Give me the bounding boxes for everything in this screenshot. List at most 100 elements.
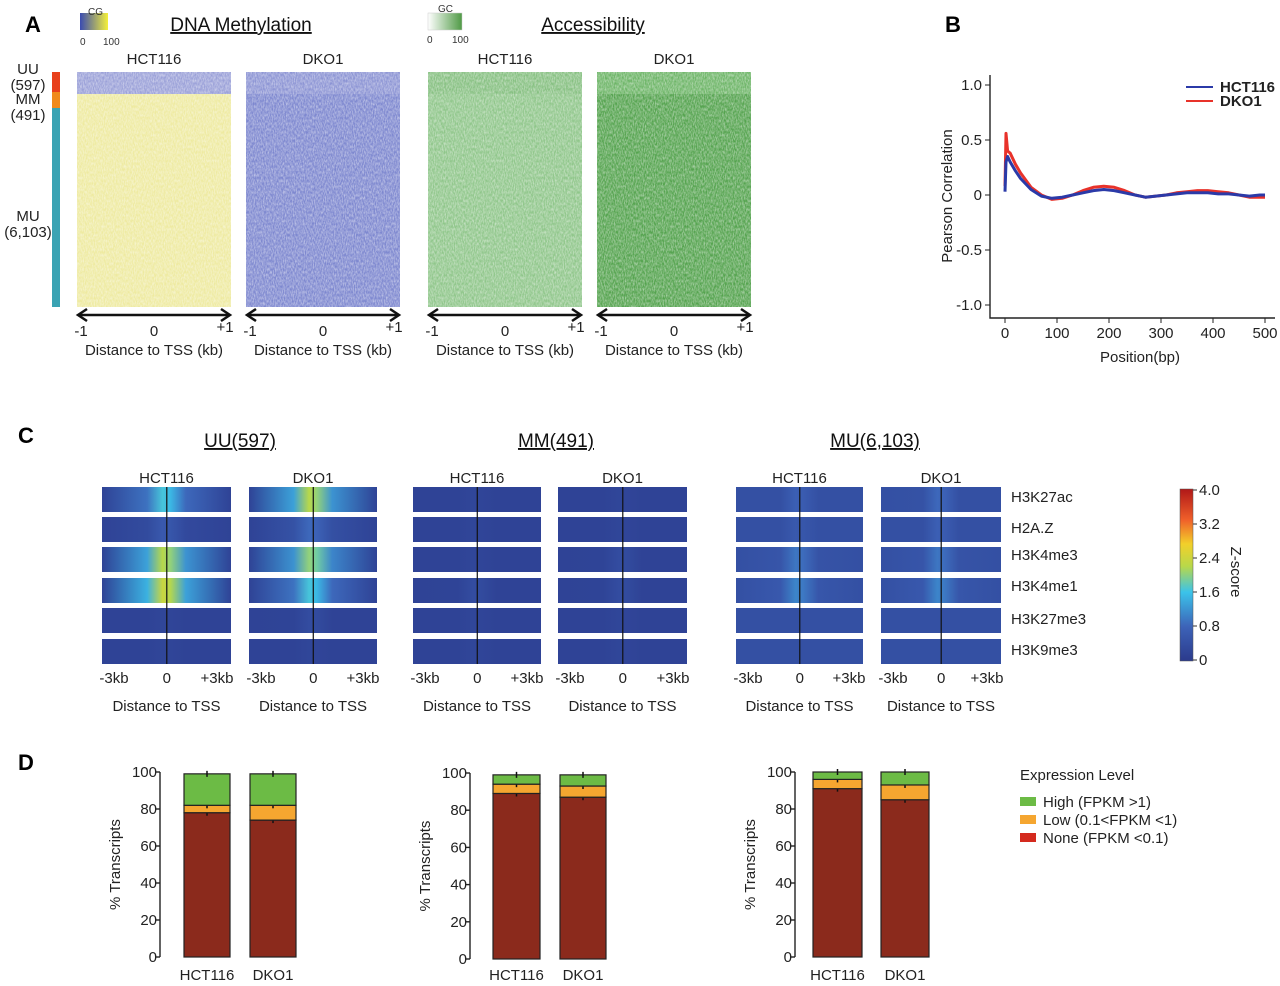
y-tick-label: 40 bbox=[775, 875, 792, 892]
group-uu-name: UU bbox=[17, 61, 39, 78]
tick-label: -3kb bbox=[733, 670, 762, 687]
x-axis-label: Distance to TSS (kb) bbox=[436, 342, 574, 359]
heatmap-texture bbox=[428, 72, 582, 307]
sample-title: DKO1 bbox=[602, 470, 643, 487]
category-label: HCT116 bbox=[489, 967, 544, 984]
histone-mark-label: H3K4me3 bbox=[1011, 547, 1078, 564]
y-tick-label: 100 bbox=[767, 764, 792, 781]
bar-segment-none bbox=[812, 788, 863, 958]
gc-legend-min: 0 bbox=[427, 35, 433, 46]
tick-label: +3kb bbox=[971, 670, 1004, 687]
legend-label: DKO1 bbox=[1220, 93, 1262, 110]
tick-label: +1 bbox=[736, 319, 753, 336]
group-mu-count: (6,103) bbox=[4, 224, 52, 241]
x-tick-label: 300 bbox=[1148, 325, 1173, 342]
heatmap-title: HCT116 bbox=[127, 51, 182, 68]
arrow-head-right bbox=[389, 307, 402, 323]
histone-mark-label: H3K27me3 bbox=[1011, 611, 1086, 628]
y-tick-label: 40 bbox=[140, 875, 157, 892]
y-tick-label: 0 bbox=[784, 949, 792, 966]
colorbar-tick-label: 0.8 bbox=[1199, 618, 1220, 635]
arrow-head-left bbox=[426, 307, 439, 323]
expression-legend: Expression Level High (FPKM >1)Low (0.1<F… bbox=[1020, 767, 1177, 847]
sample-title: HCT116 bbox=[450, 470, 505, 487]
histone-mark-label: H3K4me1 bbox=[1011, 578, 1078, 595]
legend-label: None (FPKM <0.1) bbox=[1043, 830, 1168, 847]
x-tick-label: 0 bbox=[1001, 325, 1009, 342]
tick-label: -1 bbox=[594, 323, 607, 340]
x-tick-label: 500 bbox=[1252, 325, 1277, 342]
gc-legend-label: GC bbox=[438, 4, 453, 15]
sample-title: DKO1 bbox=[921, 470, 962, 487]
group-mm-count: (491) bbox=[10, 107, 45, 124]
tick-label: -3kb bbox=[246, 670, 275, 687]
histone-mark-label: H3K9me3 bbox=[1011, 642, 1078, 659]
arrow-head-right bbox=[740, 307, 753, 323]
tick-label: +3kb bbox=[833, 670, 866, 687]
x-axis-label: Distance to TSS (kb) bbox=[85, 342, 223, 359]
legend-label: HCT116 bbox=[1220, 79, 1275, 96]
colorbar-gradient bbox=[1179, 488, 1194, 662]
tick-label: 0 bbox=[150, 323, 158, 340]
x-axis-label: Distance to TSS bbox=[887, 698, 995, 715]
y-tick-label: 20 bbox=[775, 912, 792, 929]
arrow-head-left bbox=[595, 307, 608, 323]
x-axis-label: Distance to TSS bbox=[423, 698, 531, 715]
heatmap-texture bbox=[246, 72, 400, 307]
x-axis-label: Position(bp) bbox=[1100, 349, 1180, 366]
y-tick-label: 60 bbox=[450, 839, 467, 856]
y-tick-label: 80 bbox=[140, 801, 157, 818]
colorbar-label: Z-score bbox=[1227, 547, 1244, 598]
colorbar-tick-label: 1.6 bbox=[1199, 584, 1220, 601]
y-axis-label: % Transcripts bbox=[417, 821, 434, 912]
legend-label: Low (0.1<FPKM <1) bbox=[1043, 812, 1177, 829]
tick-label: 0 bbox=[163, 670, 171, 687]
bar-segment-none bbox=[183, 812, 231, 958]
x-axis-label: Distance to TSS bbox=[112, 698, 220, 715]
x-tick-label: 400 bbox=[1200, 325, 1225, 342]
histone-heatmaps: UU(597) MM(491) MU(6,103) HCT116 -3kb 0 +3kb Di… bbox=[99, 431, 1086, 715]
arrow-head-right bbox=[571, 307, 584, 323]
x-axis-label: Distance to TSS bbox=[745, 698, 853, 715]
heatmap-title: HCT116 bbox=[478, 51, 533, 68]
bar-segment-none bbox=[492, 792, 541, 960]
colorbar-tick-label: 4.0 bbox=[1199, 482, 1220, 499]
panel-d-label: D bbox=[18, 750, 34, 775]
tick-label: -1 bbox=[425, 323, 438, 340]
group-bar-mu bbox=[52, 108, 60, 307]
gc-legend-max: 100 bbox=[452, 35, 469, 46]
cg-legend-gradient bbox=[80, 13, 108, 30]
legend-swatch bbox=[1020, 797, 1036, 806]
y-tick-label: 80 bbox=[775, 801, 792, 818]
legend-title: Expression Level bbox=[1020, 767, 1134, 784]
tick-label: -3kb bbox=[99, 670, 128, 687]
sample-title: HCT116 bbox=[139, 470, 194, 487]
bar-segment-high bbox=[183, 773, 231, 806]
y-tick-label: -1.0 bbox=[956, 297, 982, 314]
group-sidebar: UU (597) MM (491) MU (6,103) bbox=[4, 61, 60, 307]
bar-segment-high bbox=[249, 773, 297, 806]
tick-label: 0 bbox=[309, 670, 317, 687]
y-tick-label: 0 bbox=[974, 187, 982, 204]
tick-label: +1 bbox=[216, 319, 233, 336]
cg-legend-min: 0 bbox=[80, 37, 86, 48]
tick-label: +1 bbox=[567, 319, 584, 336]
y-tick-label: 100 bbox=[442, 765, 467, 782]
y-tick-label: 1.0 bbox=[961, 77, 982, 94]
bar-segment-none bbox=[880, 799, 930, 958]
y-tick-label: 0 bbox=[149, 949, 157, 966]
heatmap-texture bbox=[77, 72, 231, 307]
tick-label: 0 bbox=[473, 670, 481, 687]
panel-a-label: A bbox=[25, 12, 41, 37]
group-bar-mm bbox=[52, 92, 60, 108]
tick-label: 0 bbox=[619, 670, 627, 687]
category-label: DKO1 bbox=[253, 967, 294, 984]
tick-label: 0 bbox=[937, 670, 945, 687]
bar-segment-none bbox=[249, 819, 297, 958]
group-title: MU(6,103) bbox=[830, 431, 920, 452]
x-axis-label: Distance to TSS bbox=[259, 698, 367, 715]
group-mm-name: MM bbox=[16, 91, 41, 108]
cg-legend: CG 0 100 bbox=[80, 7, 120, 48]
sample-title: HCT116 bbox=[772, 470, 827, 487]
